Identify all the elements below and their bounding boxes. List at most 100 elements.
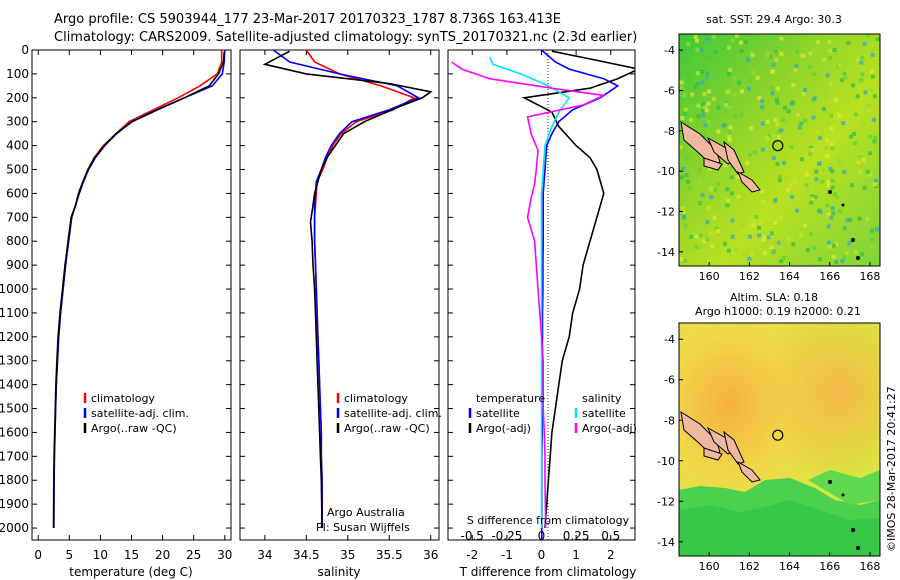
temperature-xtick-label: 5 xyxy=(65,548,73,562)
sst_map-ytick-label: -6 xyxy=(664,84,675,97)
sst_map-ytick-label: -14 xyxy=(657,246,675,259)
temperature-xtick-label: 10 xyxy=(93,548,108,562)
temperature-ytick-label: 1200 xyxy=(0,330,29,344)
salinity-series-2 xyxy=(262,50,433,529)
salinity-diff-tick-label: -0.25 xyxy=(491,529,522,543)
difference-series-3 xyxy=(451,61,607,529)
temperature-ytick-label: 900 xyxy=(6,258,29,272)
sla-argo-marker xyxy=(772,429,784,441)
sla_map-xtick-label: 162 xyxy=(739,560,760,573)
temperature-ytick-label: 1700 xyxy=(0,449,29,463)
temperature-ytick-label: 600 xyxy=(6,186,29,200)
salinity-xlabel: salinity xyxy=(317,565,360,579)
salinity-xtick-label: 35 xyxy=(340,548,355,562)
sst_map-ytick-label: -10 xyxy=(657,165,675,178)
temperature-ytick-label: 1300 xyxy=(0,354,29,368)
sst_map-ytick-label: -8 xyxy=(664,125,675,138)
salinity-panel: 34 34.5 35 35.5 36 climatology satellite-adj.… xyxy=(239,49,442,579)
salinity-xtick-label: 34 xyxy=(257,548,272,562)
difference-xtick-label: 0 xyxy=(538,548,546,562)
sla_map-ytick-label: -8 xyxy=(664,414,675,427)
temperature-ytick-label: 300 xyxy=(6,115,29,129)
temperature-ytick-label: 400 xyxy=(6,139,29,153)
sla_map-ytick-label: -14 xyxy=(657,536,675,549)
temperature-ytick-label: 1800 xyxy=(0,473,29,487)
temperature-legend-label: satellite-adj. clim. xyxy=(91,407,189,420)
sst_map-xtick-label: 164 xyxy=(779,270,800,283)
temperature-series-0 xyxy=(53,50,223,529)
salinity-xtick-label: 35.5 xyxy=(376,548,403,562)
sla-map-subtitle: Argo h1000: 0.19 h2000: 0.21 xyxy=(695,305,861,318)
difference-panel: -2 -1 0 1 2-0.5 -0.25 0 0.25 0.5 temperature sali… xyxy=(447,49,637,579)
sla_map-xtick-label: 166 xyxy=(819,560,840,573)
sst_map-xtick-label: 162 xyxy=(739,270,760,283)
temperature-ytick-label: 700 xyxy=(6,210,29,224)
footer-pi: PI: Susan Wijffels xyxy=(316,521,410,534)
diff-legend-label: satellite xyxy=(476,407,520,420)
s-difference-title: S difference from climatology xyxy=(467,514,630,527)
temperature-ytick-label: 800 xyxy=(6,234,29,248)
sst_map-xtick-label: 168 xyxy=(859,270,880,283)
sla_map-ytick-label: -4 xyxy=(664,333,675,346)
temperature-ytick-label: 1500 xyxy=(0,402,29,416)
diff-legend-left-title: temperature xyxy=(476,392,545,405)
difference-xtick-label: 2 xyxy=(607,548,615,562)
sst_map-xtick-label: 160 xyxy=(699,270,720,283)
salinity-series-1 xyxy=(272,50,421,528)
difference-xtick-label: 1 xyxy=(572,548,580,562)
temperature-panel: 0 5 10 15 20 25 300100200300400500600700800900… xyxy=(0,43,232,579)
sla-coastline xyxy=(680,410,860,550)
difference-xtick-label: -1 xyxy=(501,548,513,562)
salinity-diff-tick-label: -0.5 xyxy=(461,529,484,543)
temperature-ytick-label: 100 xyxy=(6,67,29,81)
figure-title: Argo profile: CS 5903944_177 23-Mar-2017… xyxy=(54,12,562,27)
temperature-xtick-label: 30 xyxy=(217,548,232,562)
sla_map-ytick-label: -6 xyxy=(664,374,675,387)
diff-legend-label: satellite xyxy=(582,407,626,420)
temperature-ytick-label: 0 xyxy=(21,43,29,57)
difference-xtick-label: -2 xyxy=(466,548,478,562)
temperature-ytick-label: 1400 xyxy=(0,378,29,392)
sla_map-xtick-label: 160 xyxy=(699,560,720,573)
salinity-legend-label: satellite-adj. clim. xyxy=(344,407,442,420)
sst-argo-marker xyxy=(772,140,784,152)
temperature-xtick-label: 20 xyxy=(155,548,170,562)
temperature-ytick-label: 1600 xyxy=(0,425,29,439)
salinity-legend-label: climatology xyxy=(344,392,408,405)
sst_map-ytick-label: -4 xyxy=(664,44,675,57)
figure-subtitle: Climatology: CARS2009. Satellite-adjuste… xyxy=(54,30,638,45)
temperature-xtick-label: 0 xyxy=(34,548,42,562)
temperature-legend-label: Argo(..raw -QC) xyxy=(91,422,177,435)
sla_map-ytick-label: -10 xyxy=(657,455,675,468)
temperature-series-1 xyxy=(53,50,226,529)
temperature-xtick-label: 25 xyxy=(186,548,201,562)
sst-map-panel: sat. SST: 29.4 Argo: 30.3 160 162 164 166 16… xyxy=(657,13,881,283)
salinity-series-0 xyxy=(305,50,416,528)
difference-xlabel: T difference from climatology xyxy=(459,565,637,579)
footer-agency: Argo Australia xyxy=(327,506,405,519)
temperature-xtick-label: 15 xyxy=(124,548,139,562)
sla_map-ytick-label: -12 xyxy=(657,495,675,508)
diff-legend-label: Argo(-adj) xyxy=(476,422,531,435)
temperature-ytick-label: 200 xyxy=(6,91,29,105)
temperature-series-2 xyxy=(52,51,225,529)
salinity-diff-tick-label: 0.25 xyxy=(563,529,590,543)
difference-series-1 xyxy=(521,50,635,529)
temperature-ytick-label: 500 xyxy=(6,163,29,177)
salinity-plot-frame xyxy=(239,49,440,541)
sla-map-panel: Altim. SLA: 0.18 Argo h1000: 0.19 h2000:… xyxy=(657,291,881,573)
sst_map-xtick-label: 166 xyxy=(819,270,840,283)
salinity-legend-label: Argo(..raw -QC) xyxy=(344,422,430,435)
temperature-xlabel: temperature (deg C) xyxy=(69,565,192,579)
difference-series-2 xyxy=(488,56,571,528)
temperature-ytick-label: 1900 xyxy=(0,497,29,511)
sla_map-xtick-label: 168 xyxy=(859,560,880,573)
salinity-xtick-label: 36 xyxy=(423,548,438,562)
temperature-ytick-label: 1100 xyxy=(0,306,29,320)
sst-map-title: sat. SST: 29.4 Argo: 30.3 xyxy=(706,13,842,26)
salinity-xtick-label: 34.5 xyxy=(293,548,320,562)
sla-map-title: Altim. SLA: 0.18 xyxy=(730,291,818,304)
sst-coastline xyxy=(680,120,860,260)
sla_map-xtick-label: 164 xyxy=(779,560,800,573)
